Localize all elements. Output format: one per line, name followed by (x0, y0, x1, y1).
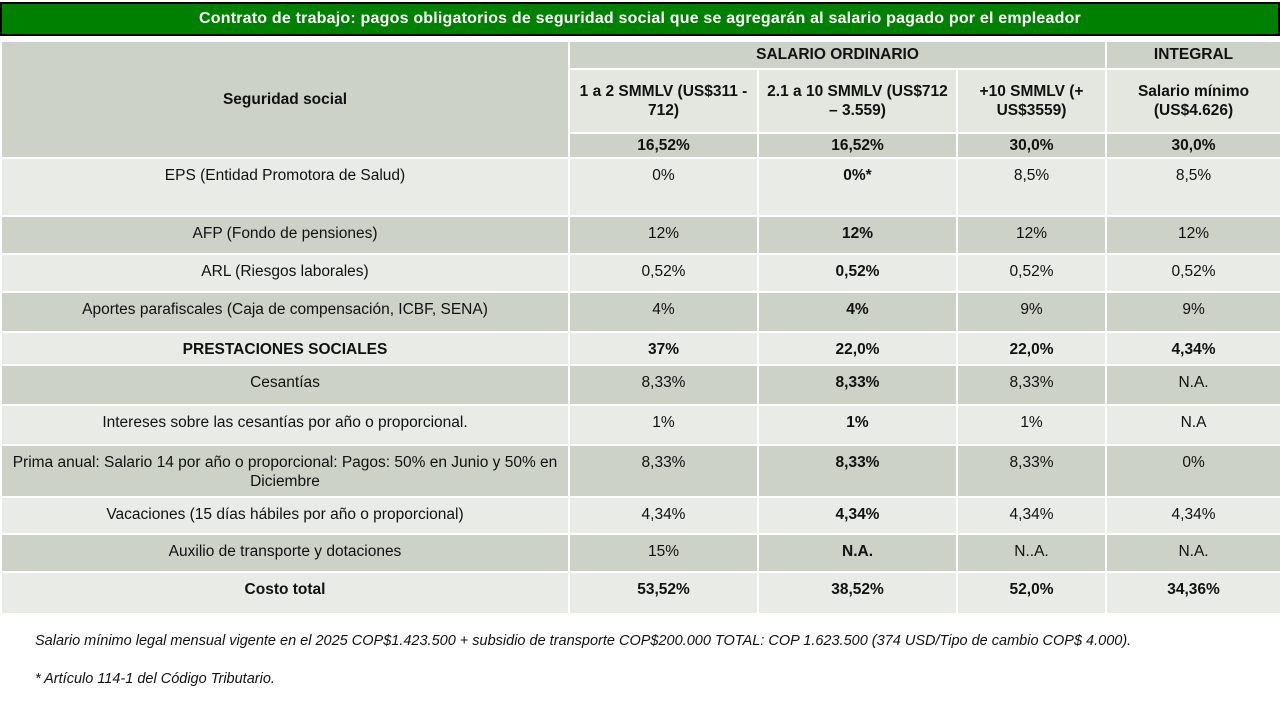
table-row: Auxilio de transporte y dotaciones 15% N.A… (0, 532, 1280, 573)
cell-value: 12% (1105, 215, 1280, 256)
cell-value: 8,33% (757, 363, 958, 406)
cell-value: 4,34% (757, 495, 958, 535)
cell-value: 0,52% (955, 253, 1108, 294)
cell-value: 8,33% (568, 443, 759, 498)
cell-value: 22,0% (757, 331, 958, 366)
row-label: AFP (Fondo de pensiones) (0, 215, 570, 256)
row-label: PRESTACIONES SOCIALES (0, 331, 570, 366)
row-label: ARL (Riesgos laborales) (0, 253, 570, 294)
group-header-integral: INTEGRAL (1105, 40, 1280, 70)
table-body: EPS (Entidad Promotora de Salud) 0% 0%* 8,5… (0, 157, 1280, 615)
cell-value: 4,34% (1105, 495, 1280, 535)
row-label: Vacaciones (15 días hábiles por año o pr… (0, 495, 570, 535)
footnote-minimum-wage: Salario mínimo legal mensual vigente en … (35, 632, 1132, 649)
table-row: Intereses sobre las cesantías por año o … (0, 403, 1280, 446)
footnotes: Salario mínimo legal mensual vigente en … (35, 633, 1280, 687)
cell-value: 4,34% (568, 495, 759, 535)
cell-value: 12% (955, 215, 1108, 256)
column-header: 1 a 2 SMMLV (US$311 - 712) (568, 68, 759, 134)
row-label: Auxilio de transporte y dotaciones (0, 532, 570, 573)
cell-value: 8,33% (955, 443, 1108, 498)
table-row: Vacaciones (15 días hábiles por año o pr… (0, 495, 1280, 535)
column-header: Salario mínimo (US$4.626) (1105, 68, 1280, 134)
row-label: Cesantías (0, 363, 570, 406)
corner-header-cell: Seguridad social (0, 39, 570, 160)
cell-value: 34,36% (1105, 570, 1280, 615)
cell-value: 8,33% (757, 443, 958, 498)
column-header: +10 SMMLV (+ US$3559) (955, 68, 1108, 134)
cell-value: N.A. (1105, 532, 1280, 573)
cell-value: N.A (1105, 403, 1280, 446)
cell-value: 52,0% (955, 570, 1108, 615)
rates-row: 16,52% 16,52% 30,0% 30,0% (1, 131, 1280, 160)
row-label: Prima anual: Salario 14 por año o propor… (0, 443, 570, 498)
cell-value: 1% (568, 403, 759, 446)
table-row: EPS (Entidad Promotora de Salud) 0% 0%* 8,5… (0, 157, 1280, 218)
cell-value: 9% (955, 291, 1108, 334)
rate-cell: 16,52% (757, 131, 958, 160)
cell-value: 1% (757, 403, 958, 446)
cell-value: 12% (757, 215, 958, 256)
cell-value: 0% (1105, 443, 1280, 498)
cell-value: 9% (1105, 291, 1280, 334)
cell-value: 0,52% (568, 253, 759, 294)
cell-value: N..A. (955, 532, 1108, 573)
table-row: ARL (Riesgos laborales) 0,52% 0,52% 0,52% 0,… (0, 253, 1280, 294)
cell-value: 8,33% (568, 363, 759, 406)
rate-cell: 30,0% (1105, 131, 1280, 160)
table-row: AFP (Fondo de pensiones) 12% 12% 12% 12% (0, 215, 1280, 256)
group-header-row: Seguridad social SALARIO ORDINARIO INTEG… (0, 39, 1280, 160)
cell-value: 38,52% (757, 570, 958, 615)
cell-value: 4,34% (955, 495, 1108, 535)
table-row: Costo total 53,52% 38,52% 52,0% 34,36% (0, 570, 1280, 615)
cell-value: 8,33% (955, 363, 1108, 406)
table-row: PRESTACIONES SOCIALES 37% 22,0% 22,0% 4,34% (0, 331, 1280, 366)
cell-value: 4% (757, 291, 958, 334)
cell-value: 12% (568, 215, 759, 256)
table-title-bar: Contrato de trabajo: pagos obligatorios … (0, 2, 1280, 36)
row-label: EPS (Entidad Promotora de Salud) (0, 157, 570, 218)
cell-value: 8,5% (1105, 157, 1280, 218)
cell-value: 15% (568, 532, 759, 573)
column-header: 2.1 a 10 SMMLV (US$712 – 3.559) (757, 68, 958, 134)
cell-value: 4,34% (1105, 331, 1280, 366)
cell-value: 53,52% (568, 570, 759, 615)
cell-value: 0,52% (1105, 253, 1280, 294)
cell-value: N.A. (1105, 363, 1280, 406)
rate-cell: 16,52% (568, 131, 759, 160)
table-title: Contrato de trabajo: pagos obligatorios … (199, 10, 1081, 27)
group-header-ordinario: SALARIO ORDINARIO (567, 40, 1108, 70)
row-label: Aportes parafiscales (Caja de compensaci… (0, 291, 570, 334)
table-row: Aportes parafiscales (Caja de compensaci… (0, 291, 1280, 334)
cell-value: 0%* (757, 157, 958, 218)
footnote-tax-code: * Artículo 114-1 del Código Tributario. (35, 670, 275, 687)
column-header-row: 1 a 2 SMMLV (US$311 - 712) 2.1 a 10 SMML… (1, 68, 1280, 134)
cell-value: 8,5% (955, 157, 1108, 218)
row-label: Intereses sobre las cesantías por año o … (0, 403, 570, 446)
cell-value: 22,0% (955, 331, 1108, 366)
rate-cell: 30,0% (955, 131, 1108, 160)
cell-value: 4% (568, 291, 759, 334)
cell-value: 0,52% (757, 253, 958, 294)
table-row: Prima anual: Salario 14 por año o propor… (0, 443, 1280, 498)
table-row: Cesantías 8,33% 8,33% 8,33% N.A. (0, 363, 1280, 406)
cell-value: 0% (568, 157, 759, 218)
row-label: Costo total (0, 570, 570, 615)
cell-value: N.A. (757, 532, 958, 573)
social-security-table: Seguridad social SALARIO ORDINARIO INTEG… (0, 39, 1280, 615)
cell-value: 37% (568, 331, 759, 366)
cell-value: 1% (955, 403, 1108, 446)
